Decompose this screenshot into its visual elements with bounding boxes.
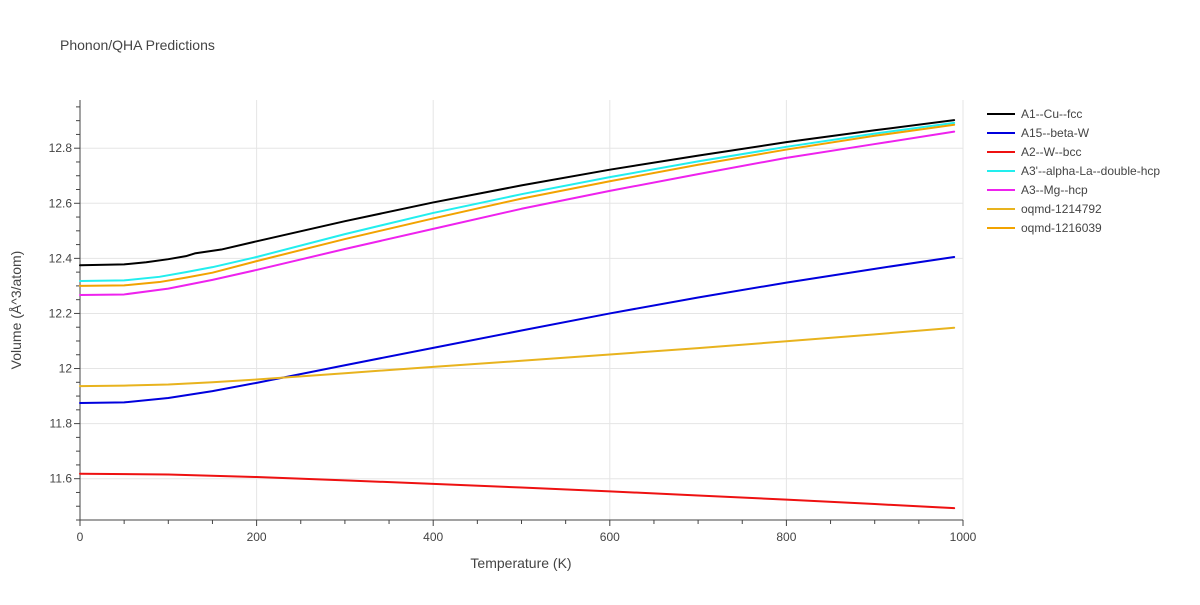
- legend-label: oqmd-1216039: [1021, 221, 1102, 235]
- series-layer: [79, 119, 956, 510]
- y-tick-label: 11.8: [50, 417, 73, 431]
- series-line-1[interactable]: [79, 255, 956, 404]
- y-axis-title: Volume (Å^3/atom): [8, 251, 24, 370]
- y-tick-label: 11.6: [50, 472, 73, 486]
- legend-item-4[interactable]: A3--Mg--hcp: [987, 183, 1088, 197]
- legend-item-5[interactable]: oqmd-1214792: [987, 202, 1102, 216]
- legend[interactable]: A1--Cu--fcc A15--beta-W A2--W--bcc A3'--alp…: [987, 107, 1160, 235]
- y-tick-label: 12: [59, 362, 73, 376]
- series-line-2[interactable]: [79, 472, 956, 510]
- grid-layer: [80, 100, 964, 520]
- x-tick-label: 200: [247, 530, 267, 544]
- y-tick-label: 12.6: [49, 196, 73, 210]
- x-axis-title: Temperature (K): [470, 555, 571, 571]
- legend-item-6[interactable]: oqmd-1216039: [987, 221, 1102, 235]
- series-line-4[interactable]: [79, 130, 956, 296]
- legend-item-3[interactable]: A3'--alpha-La--double-hcp: [987, 164, 1160, 178]
- legend-label: A2--W--bcc: [1021, 145, 1081, 159]
- x-tick-label: 600: [600, 530, 620, 544]
- y-tick-label: 12.8: [49, 141, 73, 155]
- x-tick-label: 800: [776, 530, 796, 544]
- legend-label: A15--beta-W: [1021, 126, 1090, 140]
- legend-label: A3'--alpha-La--double-hcp: [1021, 164, 1160, 178]
- legend-item-2[interactable]: A2--W--bcc: [987, 145, 1081, 159]
- series-line-0[interactable]: [79, 119, 956, 267]
- legend-item-1[interactable]: A15--beta-W: [987, 126, 1090, 140]
- x-tick-label: 1000: [950, 530, 977, 544]
- series-line-6[interactable]: [79, 123, 956, 287]
- axes-layer: 0 200 400 600 800 1000 11.6 11.8 12 12.2 12.4 12.6 1…: [49, 100, 977, 544]
- series-line-3[interactable]: [79, 121, 956, 282]
- legend-label: A1--Cu--fcc: [1021, 107, 1082, 121]
- y-tick-label: 12.4: [49, 251, 73, 265]
- x-tick-label: 400: [423, 530, 443, 544]
- legend-label: oqmd-1214792: [1021, 202, 1102, 216]
- x-tick-label: 0: [77, 530, 84, 544]
- legend-item-0[interactable]: A1--Cu--fcc: [987, 107, 1082, 121]
- series-line-5[interactable]: [79, 326, 956, 388]
- legend-label: A3--Mg--hcp: [1021, 183, 1088, 197]
- y-tick-label: 12.2: [49, 306, 73, 320]
- chart-title: Phonon/QHA Predictions: [60, 37, 215, 53]
